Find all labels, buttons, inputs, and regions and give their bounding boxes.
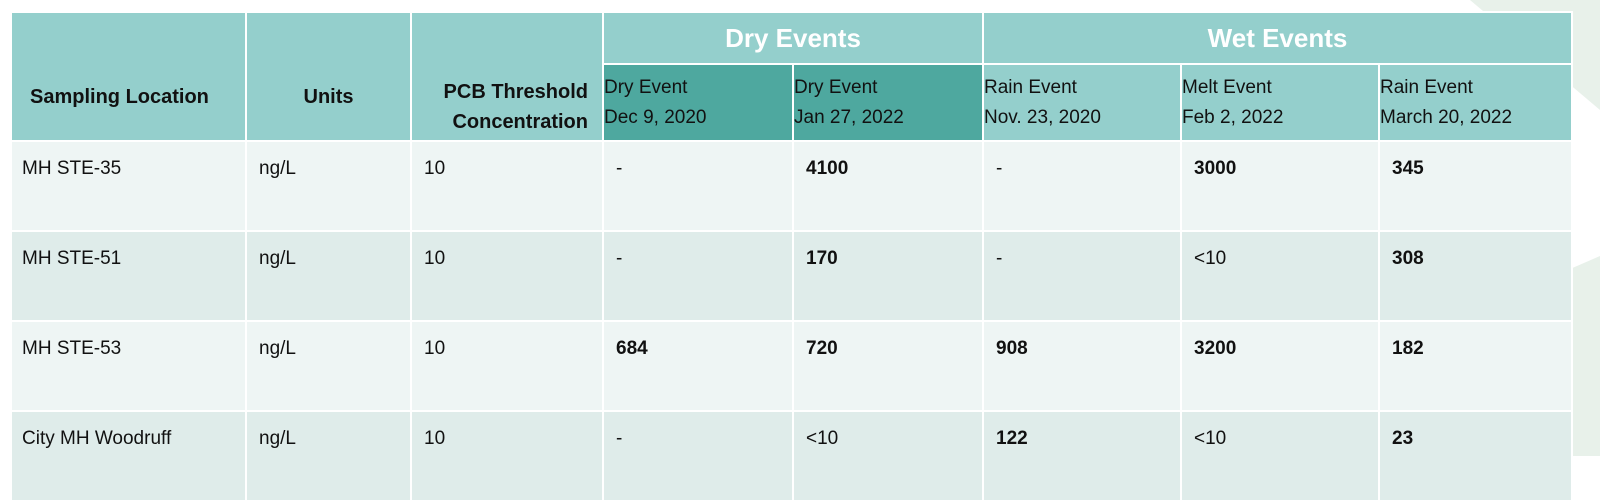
event-header: Rain Event March 20, 2022 [1377,63,1574,142]
value-cell: 170 [792,230,984,322]
event-date: Dec 9, 2020 [604,106,707,128]
value-cell: 3000 [1180,140,1380,232]
event-type: Rain Event [1380,77,1473,99]
location-cell: MH STE-51 [10,230,247,322]
value-cell: 684 [602,320,794,412]
event-header: Rain Event Nov. 23, 2020 [982,63,1182,142]
value-cell: 908 [982,320,1182,412]
value-cell: <10 [792,410,984,502]
event-header: Melt Event Feb 2, 2022 [1180,63,1380,142]
event-type: Rain Event [984,77,1077,99]
value-cell: 182 [1377,320,1574,412]
value-cell: - [602,410,794,502]
location-cell: City MH Woodruff [10,410,247,502]
value-cell: 345 [1377,140,1574,232]
value-cell: 122 [982,410,1182,502]
location-cell: MH STE-53 [10,320,247,412]
value-cell: - [982,230,1182,322]
units-cell: ng/L [245,140,412,232]
table-row: MH STE-51 ng/L 10 - 170 - <10 308 [10,230,1574,322]
threshold-cell: 10 [410,230,604,322]
header-wet-events: Wet Events [981,11,1574,65]
value-cell: 3200 [1180,320,1380,412]
header-pcb-threshold: PCB Threshold Concentration [410,11,604,142]
table-row: City MH Woodruff ng/L 10 - <10 122 <10 2… [10,410,1574,502]
threshold-cell: 10 [410,320,604,412]
value-cell: - [602,230,794,322]
value-cell: <10 [1180,410,1380,502]
header-sampling-location: Sampling Location [10,11,247,142]
event-type: Melt Event [1182,77,1272,99]
units-cell: ng/L [245,230,412,322]
header-threshold-line2: Concentration [452,110,588,133]
event-header: Dry Event Dec 9, 2020 [602,63,794,142]
threshold-cell: 10 [410,410,604,502]
value-cell: - [982,140,1182,232]
value-cell: - [602,140,794,232]
units-cell: ng/L [245,410,412,502]
event-date: Nov. 23, 2020 [984,106,1101,128]
header-dry-events: Dry Events [602,11,984,65]
threshold-cell: 10 [410,140,604,232]
table-row: MH STE-53 ng/L 10 684 720 908 3200 182 [10,320,1574,412]
header-threshold-line1: PCB Threshold [443,80,588,103]
value-cell: 720 [792,320,984,412]
event-date: Feb 2, 2022 [1182,106,1284,128]
value-cell: 4100 [792,140,984,232]
location-cell: MH STE-35 [10,140,247,232]
value-cell: 23 [1377,410,1574,502]
event-date: March 20, 2022 [1380,106,1513,128]
event-type: Dry Event [604,77,688,99]
event-date: Jan 27, 2022 [794,106,904,128]
event-type: Dry Event [794,77,878,99]
table-row: MH STE-35 ng/L 10 - 4100 - 3000 345 [10,140,1574,232]
pcb-results-table: Sampling Location Units PCB Threshold Co… [10,11,1574,502]
event-header: Dry Event Jan 27, 2022 [792,63,984,142]
value-cell: 308 [1377,230,1574,322]
value-cell: <10 [1180,230,1380,322]
header-units: Units [245,11,412,142]
units-cell: ng/L [245,320,412,412]
